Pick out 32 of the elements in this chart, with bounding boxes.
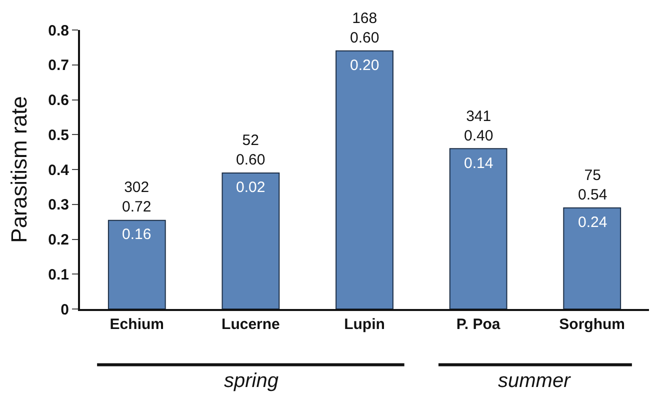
y-tick-label: 0.1 <box>48 266 69 284</box>
y-axis-title: Parasitism rate <box>6 96 32 243</box>
bar <box>563 207 622 309</box>
annotation: 0.16 <box>122 226 152 243</box>
annotation: 168 0.60 <box>350 10 380 46</box>
bar <box>449 148 508 309</box>
annotation: 52 0.60 <box>236 132 266 168</box>
y-tick-label: 0.4 <box>48 162 70 179</box>
text: summer <box>498 370 572 392</box>
annotation: 302 0.72 <box>122 179 152 216</box>
annotation: 0.24 <box>578 214 608 231</box>
annotation: 0.20 <box>350 57 380 74</box>
x-tick-label: Echium <box>110 316 164 333</box>
x-tick-label: P. Poa <box>456 316 501 333</box>
annotation: 341 0.40 <box>464 108 494 144</box>
bar <box>336 50 394 309</box>
y-tick-label: 0.7 <box>48 57 69 74</box>
annotation: 75 0.54 <box>578 167 608 204</box>
bar <box>222 172 280 309</box>
y-tick-label: 0.8 <box>48 22 69 40</box>
annotation: 0.14 <box>464 155 494 172</box>
text: spring <box>224 370 278 392</box>
y-tick-label: 0.6 <box>48 92 69 109</box>
x-tick-label: Lucerne <box>222 316 280 333</box>
y-tick-label: 0 <box>60 301 69 318</box>
annotation: 0.02 <box>236 179 266 196</box>
y-tick-label: 0.2 <box>48 232 69 248</box>
y-tick-label: 0.5 <box>48 126 69 144</box>
y-tick-label: 0.3 <box>48 196 69 214</box>
x-tick-label: Sorghum <box>559 316 626 333</box>
bar <box>108 220 166 309</box>
x-tick-label: Lupin <box>344 316 385 333</box>
